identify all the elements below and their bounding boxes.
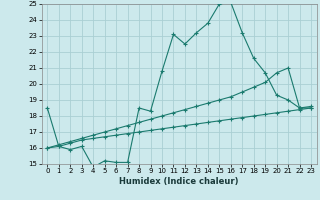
X-axis label: Humidex (Indice chaleur): Humidex (Indice chaleur) [119,177,239,186]
